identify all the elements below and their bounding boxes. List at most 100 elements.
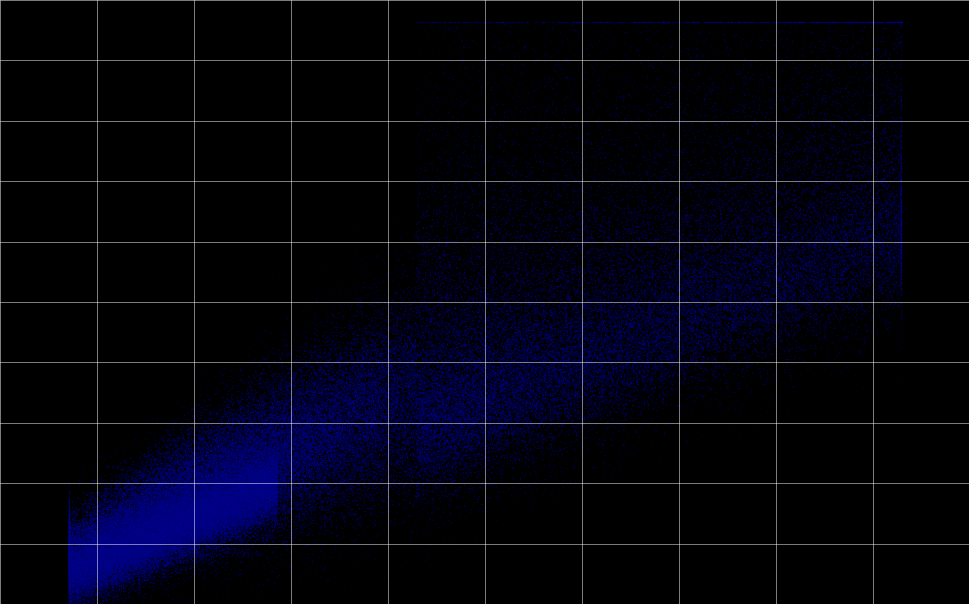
Point	[283, 427, 298, 437]
Point	[412, 362, 427, 372]
Point	[163, 536, 178, 546]
Point	[193, 544, 208, 554]
Point	[434, 427, 450, 437]
Point	[145, 474, 161, 484]
Point	[482, 411, 497, 420]
Point	[762, 308, 777, 318]
Point	[464, 363, 480, 373]
Point	[161, 536, 176, 545]
Point	[252, 461, 267, 471]
Point	[676, 108, 692, 118]
Point	[67, 594, 82, 603]
Point	[230, 501, 245, 511]
Point	[97, 532, 112, 541]
Point	[165, 496, 180, 506]
Point	[422, 422, 438, 431]
Point	[237, 512, 253, 521]
Point	[703, 113, 719, 123]
Point	[110, 509, 126, 518]
Point	[144, 514, 160, 524]
Point	[225, 492, 240, 502]
Point	[593, 230, 609, 240]
Point	[150, 493, 166, 503]
Point	[199, 505, 214, 515]
Point	[281, 490, 297, 500]
Point	[217, 490, 233, 500]
Point	[431, 312, 447, 321]
Point	[78, 554, 94, 564]
Point	[169, 517, 184, 527]
Point	[98, 539, 113, 549]
Point	[312, 390, 328, 399]
Point	[120, 556, 136, 566]
Point	[220, 496, 235, 506]
Point	[474, 427, 489, 437]
Point	[600, 373, 615, 382]
Point	[250, 486, 266, 496]
Point	[99, 550, 114, 559]
Point	[540, 383, 555, 393]
Point	[164, 503, 179, 512]
Point	[228, 524, 243, 534]
Point	[451, 414, 466, 424]
Point	[117, 556, 133, 565]
Point	[520, 446, 536, 455]
Point	[145, 532, 161, 541]
Point	[172, 565, 188, 574]
Point	[241, 471, 257, 481]
Point	[371, 384, 387, 394]
Point	[395, 402, 411, 411]
Point	[147, 536, 163, 545]
Point	[231, 472, 246, 481]
Point	[187, 501, 203, 511]
Point	[305, 379, 321, 388]
Point	[266, 474, 282, 483]
Point	[296, 370, 311, 379]
Point	[111, 525, 127, 535]
Point	[215, 458, 231, 467]
Point	[647, 425, 663, 435]
Point	[612, 314, 628, 324]
Point	[158, 554, 173, 564]
Point	[109, 533, 124, 542]
Point	[167, 533, 182, 543]
Point	[68, 554, 83, 564]
Point	[264, 417, 279, 427]
Point	[154, 506, 170, 515]
Point	[164, 464, 179, 474]
Point	[61, 585, 77, 595]
Point	[874, 33, 890, 42]
Point	[814, 226, 829, 236]
Point	[92, 558, 108, 568]
Point	[417, 545, 432, 554]
Point	[364, 401, 380, 411]
Point	[592, 405, 608, 414]
Point	[301, 472, 317, 482]
Point	[335, 399, 351, 408]
Point	[154, 511, 170, 521]
Point	[839, 260, 855, 270]
Point	[587, 190, 603, 199]
Point	[237, 481, 253, 491]
Point	[250, 472, 266, 481]
Point	[513, 315, 528, 325]
Point	[71, 549, 86, 559]
Point	[892, 194, 908, 204]
Point	[785, 278, 800, 288]
Point	[178, 522, 194, 532]
Point	[237, 522, 253, 532]
Point	[497, 320, 513, 329]
Point	[824, 263, 839, 272]
Point	[207, 532, 223, 541]
Point	[696, 283, 711, 292]
Point	[180, 518, 196, 528]
Point	[528, 369, 544, 379]
Point	[481, 395, 496, 405]
Point	[194, 501, 209, 511]
Point	[278, 465, 294, 475]
Point	[103, 560, 118, 570]
Point	[161, 524, 176, 533]
Point	[428, 446, 444, 456]
Point	[745, 336, 761, 345]
Point	[204, 494, 220, 504]
